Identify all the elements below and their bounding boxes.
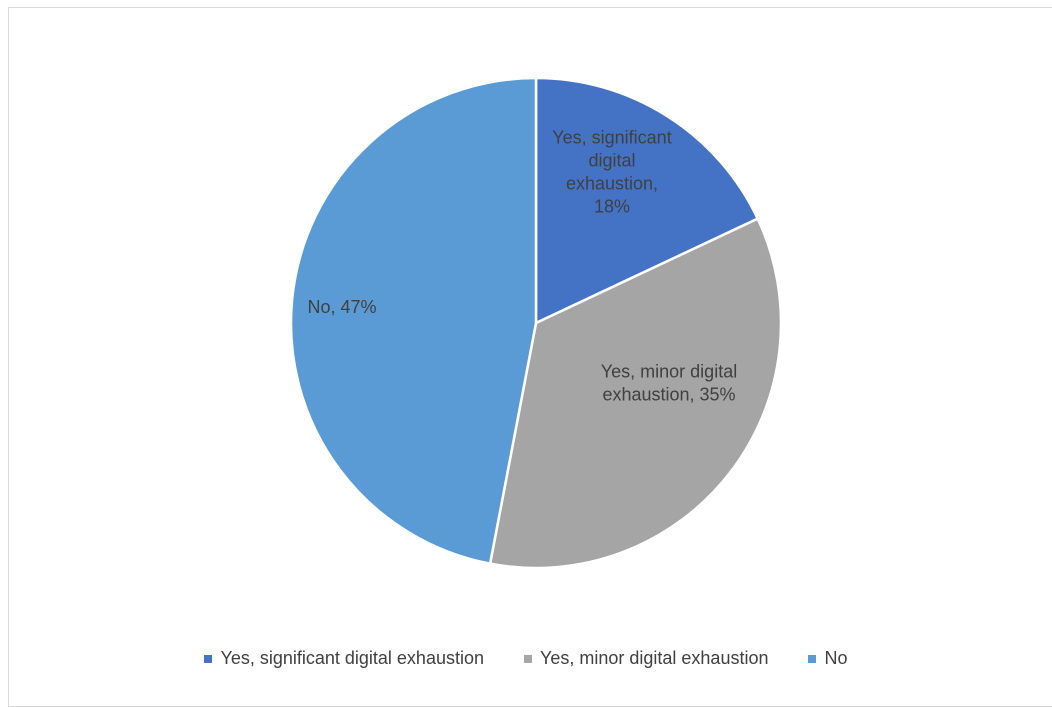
legend-item-minor: Yes, minor digital exhaustion (524, 648, 768, 669)
pie-slice-no (289, 76, 538, 566)
data-label-no: No, 47% (307, 297, 376, 317)
data-label-significant: Yes, significant digital exhaustion, 18% (552, 128, 671, 217)
pie-slice-minor (488, 217, 783, 570)
pie-slice-significant (534, 76, 760, 325)
legend-swatch-minor (524, 654, 532, 663)
pie-slices (289, 76, 783, 570)
data-labels: Yes, significant digital exhaustion, 18% Yes… (307, 128, 737, 405)
legend-label-minor: Yes, minor digital exhaustion (540, 648, 769, 668)
legend-item-no: No (808, 648, 848, 669)
legend-label-significant: Yes, significant digital exhaustion (220, 648, 484, 668)
legend-swatch-significant (204, 654, 213, 663)
legend-label-no: No (824, 648, 848, 668)
legend: Yes, significant digital exhaustion Yes,… (0, 648, 1052, 669)
pie-chart: Yes, significant digital exhaustion, 18% Yes… (289, 76, 783, 570)
legend-item-significant: Yes, significant digital exhaustion (204, 648, 484, 669)
legend-swatch-no (808, 654, 817, 663)
data-label-minor: Yes, minor digital exhaustion, 35% (601, 362, 737, 405)
